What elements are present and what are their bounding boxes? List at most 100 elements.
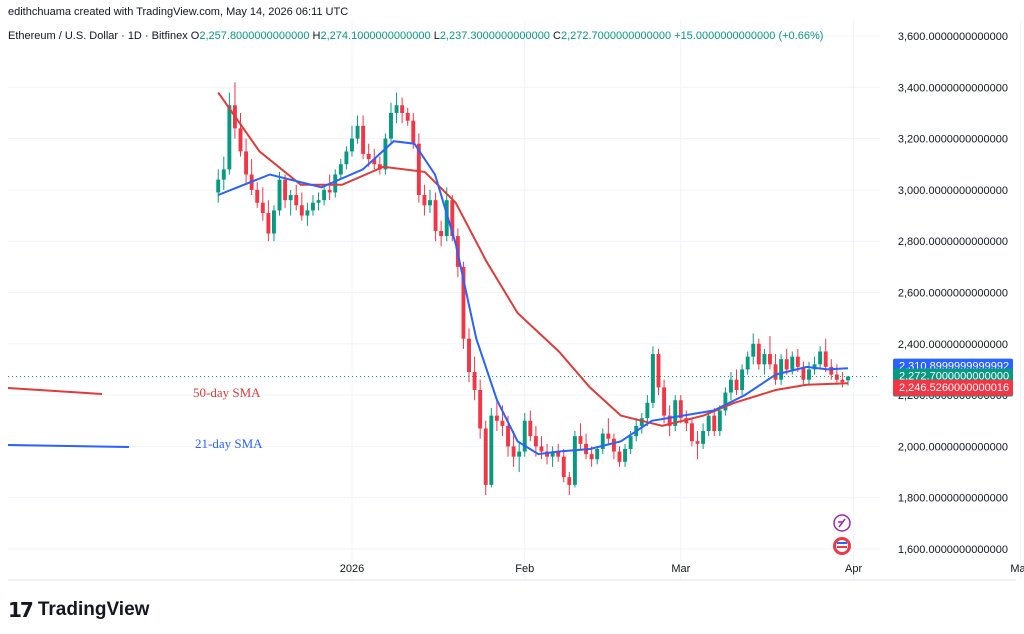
candle	[489, 407, 494, 488]
candle	[355, 115, 360, 144]
candle	[494, 400, 499, 432]
candle	[350, 125, 354, 157]
y-tick-label: 2,800.0000000000000	[898, 236, 1008, 248]
candle	[327, 174, 332, 201]
candle	[650, 346, 655, 408]
candle	[299, 192, 304, 221]
tradingview-wordmark: TradingView	[37, 599, 150, 620]
candle	[840, 372, 845, 388]
low-label: L	[433, 30, 440, 42]
candle	[288, 189, 293, 216]
candle	[823, 338, 828, 373]
candle	[645, 395, 650, 426]
candle	[768, 336, 772, 370]
candle	[277, 171, 282, 216]
candle	[467, 328, 471, 383]
alert-icon[interactable]	[833, 514, 851, 532]
candle	[305, 202, 310, 226]
candle	[400, 97, 405, 124]
close-value: 2,272.7000000000000	[560, 30, 672, 42]
low-value: 2,237.3000000000000	[439, 30, 550, 42]
candle	[322, 184, 327, 206]
candle	[517, 441, 522, 473]
y-tick-label: 2,600.0000000000000	[898, 288, 1008, 300]
ohlc-legend: Ethereum / U.S. Dollar · 1D · Bitfinex O…	[8, 30, 823, 42]
candle	[221, 156, 226, 190]
candle	[639, 413, 644, 434]
candle	[656, 348, 661, 396]
candle	[717, 405, 722, 437]
candle	[606, 418, 611, 444]
candle	[673, 395, 678, 432]
candle	[483, 420, 488, 496]
candle	[260, 187, 265, 221]
open-value: 2,257.8000000000000	[199, 30, 310, 42]
candle	[561, 448, 566, 483]
candle	[584, 433, 589, 460]
sma21-legend-line	[7, 444, 130, 448]
candle	[416, 133, 421, 203]
candle	[567, 472, 572, 496]
candle	[550, 446, 555, 467]
sma50-legend-label: 50-day SMA	[193, 385, 261, 400]
svg-text:2,246.5260000000016: 2,246.5260000000016	[899, 382, 1009, 394]
candle	[689, 418, 694, 447]
candle	[734, 369, 739, 396]
candle	[578, 423, 583, 449]
candle	[539, 436, 544, 460]
candle	[433, 192, 438, 242]
candle	[244, 138, 249, 185]
candle	[271, 205, 276, 242]
candle	[667, 405, 672, 437]
candle	[266, 200, 271, 242]
candle	[595, 446, 600, 465]
change-value: +15.0000000000000 (+0.66%)	[674, 30, 824, 42]
open-label: O	[190, 30, 200, 42]
candle	[377, 156, 382, 175]
candle	[338, 159, 343, 180]
candle	[405, 107, 410, 126]
candle	[729, 372, 733, 401]
candle	[572, 431, 577, 488]
tradingview-mark-icon: 17	[8, 598, 34, 622]
candle	[801, 361, 806, 385]
candle	[723, 387, 728, 416]
candle	[662, 379, 667, 424]
x-tick-label: Apr	[845, 563, 862, 575]
candle	[834, 364, 839, 385]
candle	[818, 346, 823, 370]
candle	[472, 356, 477, 401]
candle	[511, 431, 516, 467]
high-value: 2,274.1000000000000	[320, 30, 431, 42]
flag-icon	[833, 537, 851, 555]
x-tick-label: Feb	[515, 563, 534, 575]
candle	[283, 174, 288, 208]
tradingview-logo[interactable]: 17 TradingView	[8, 598, 149, 622]
candle	[255, 182, 260, 208]
candle	[807, 361, 811, 385]
candle	[812, 356, 817, 375]
y-tick-label: 2,000.0000000000000	[898, 441, 1008, 453]
symbol-title[interactable]: Ethereum / U.S. Dollar · 1D · Bitfinex	[8, 30, 188, 42]
candle	[751, 333, 756, 365]
candle	[611, 433, 616, 460]
candle	[216, 169, 221, 203]
candle	[617, 446, 622, 467]
candle	[762, 348, 767, 375]
candle	[232, 82, 237, 139]
candle	[779, 354, 784, 385]
y-tick-label: 3,400.0000000000000	[898, 82, 1008, 94]
attribution: edithchuama created with TradingView.com…	[8, 6, 349, 18]
y-tick-label: 3,000.0000000000000	[898, 185, 1008, 197]
x-tick-label: 2026	[340, 563, 364, 575]
high-label: H	[312, 30, 321, 42]
candle	[333, 169, 338, 198]
candle	[745, 351, 750, 375]
candle	[227, 92, 232, 175]
candle	[361, 115, 366, 160]
y-tick-label: 3,200.0000000000000	[898, 134, 1008, 146]
sma21-legend-label: 21-day SMA	[195, 436, 263, 451]
candle	[344, 146, 349, 170]
candle	[428, 189, 432, 213]
